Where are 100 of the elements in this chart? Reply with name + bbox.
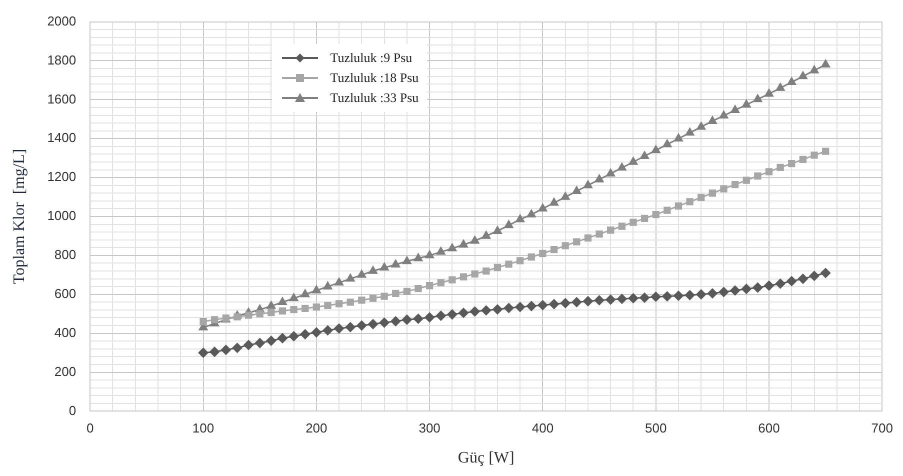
point bbox=[618, 162, 626, 171]
point bbox=[628, 293, 638, 304]
point bbox=[346, 274, 355, 282]
point bbox=[413, 314, 424, 324]
point bbox=[504, 220, 514, 228]
x-tick-label: 200 bbox=[306, 420, 328, 436]
point bbox=[786, 276, 797, 286]
point bbox=[470, 306, 480, 316]
point bbox=[311, 327, 322, 338]
point bbox=[458, 308, 468, 318]
point bbox=[211, 316, 218, 324]
point bbox=[616, 294, 627, 304]
y-tick-label: 1200 bbox=[47, 169, 76, 184]
point bbox=[538, 204, 548, 212]
point bbox=[334, 324, 344, 334]
point bbox=[278, 333, 288, 344]
point bbox=[254, 338, 265, 348]
point bbox=[390, 316, 401, 326]
point bbox=[492, 304, 502, 314]
point bbox=[380, 292, 388, 300]
point bbox=[322, 325, 333, 336]
point bbox=[549, 299, 559, 310]
point bbox=[379, 318, 390, 328]
point bbox=[368, 319, 378, 330]
point bbox=[776, 83, 785, 91]
point bbox=[345, 322, 356, 332]
point bbox=[527, 210, 536, 218]
y-tick-label: 400 bbox=[54, 324, 76, 340]
point bbox=[278, 297, 287, 306]
point bbox=[402, 256, 412, 264]
y-tick-label: 200 bbox=[54, 364, 76, 379]
point bbox=[220, 344, 231, 355]
point bbox=[334, 278, 344, 286]
x-tick-label: 100 bbox=[192, 420, 214, 436]
point bbox=[448, 276, 456, 284]
point bbox=[494, 264, 502, 272]
point bbox=[516, 257, 524, 264]
point bbox=[369, 294, 377, 302]
point bbox=[244, 340, 254, 350]
point bbox=[674, 290, 684, 301]
point bbox=[662, 140, 672, 148]
point bbox=[798, 274, 808, 284]
point bbox=[335, 300, 343, 308]
point bbox=[606, 168, 615, 177]
point bbox=[198, 348, 208, 358]
point bbox=[414, 284, 422, 292]
point bbox=[268, 308, 275, 316]
point bbox=[650, 292, 661, 302]
point bbox=[708, 190, 716, 197]
point bbox=[539, 250, 546, 258]
point bbox=[788, 160, 796, 168]
y-tick-label: 2000 bbox=[47, 13, 76, 28]
point bbox=[414, 253, 423, 262]
point bbox=[799, 156, 807, 164]
x-axis-title: Güç [W] bbox=[458, 450, 514, 467]
point bbox=[302, 304, 309, 312]
point bbox=[424, 312, 435, 322]
point bbox=[618, 222, 626, 230]
point bbox=[232, 342, 242, 353]
point bbox=[628, 157, 638, 165]
point bbox=[323, 282, 332, 290]
point bbox=[810, 152, 818, 159]
point bbox=[752, 282, 763, 293]
point bbox=[493, 226, 502, 234]
point bbox=[684, 290, 695, 300]
point bbox=[471, 270, 478, 278]
point bbox=[437, 279, 444, 286]
point bbox=[278, 307, 286, 315]
y-tick-label: 1400 bbox=[47, 130, 76, 146]
point bbox=[324, 302, 332, 310]
point bbox=[357, 270, 366, 278]
point bbox=[708, 116, 717, 124]
point bbox=[810, 66, 819, 74]
point bbox=[696, 122, 706, 130]
point bbox=[674, 202, 682, 210]
point bbox=[686, 198, 694, 206]
point bbox=[776, 164, 784, 172]
point bbox=[674, 134, 683, 142]
point bbox=[289, 293, 298, 302]
point bbox=[594, 174, 604, 182]
point bbox=[538, 300, 548, 310]
point bbox=[765, 168, 773, 176]
point bbox=[290, 306, 298, 314]
y-tick-label: 0 bbox=[68, 402, 76, 418]
point bbox=[402, 314, 412, 325]
point bbox=[572, 186, 582, 194]
y-tick-label: 1600 bbox=[47, 91, 76, 106]
point bbox=[460, 273, 468, 280]
point bbox=[730, 105, 740, 114]
point bbox=[594, 295, 604, 306]
point bbox=[822, 148, 830, 155]
point bbox=[504, 303, 514, 313]
point bbox=[436, 246, 446, 255]
point bbox=[312, 286, 321, 294]
point bbox=[300, 329, 310, 340]
point bbox=[403, 288, 411, 296]
point bbox=[210, 346, 220, 357]
point bbox=[447, 309, 458, 320]
y-tick-label: 1000 bbox=[47, 208, 76, 224]
point bbox=[583, 296, 593, 306]
